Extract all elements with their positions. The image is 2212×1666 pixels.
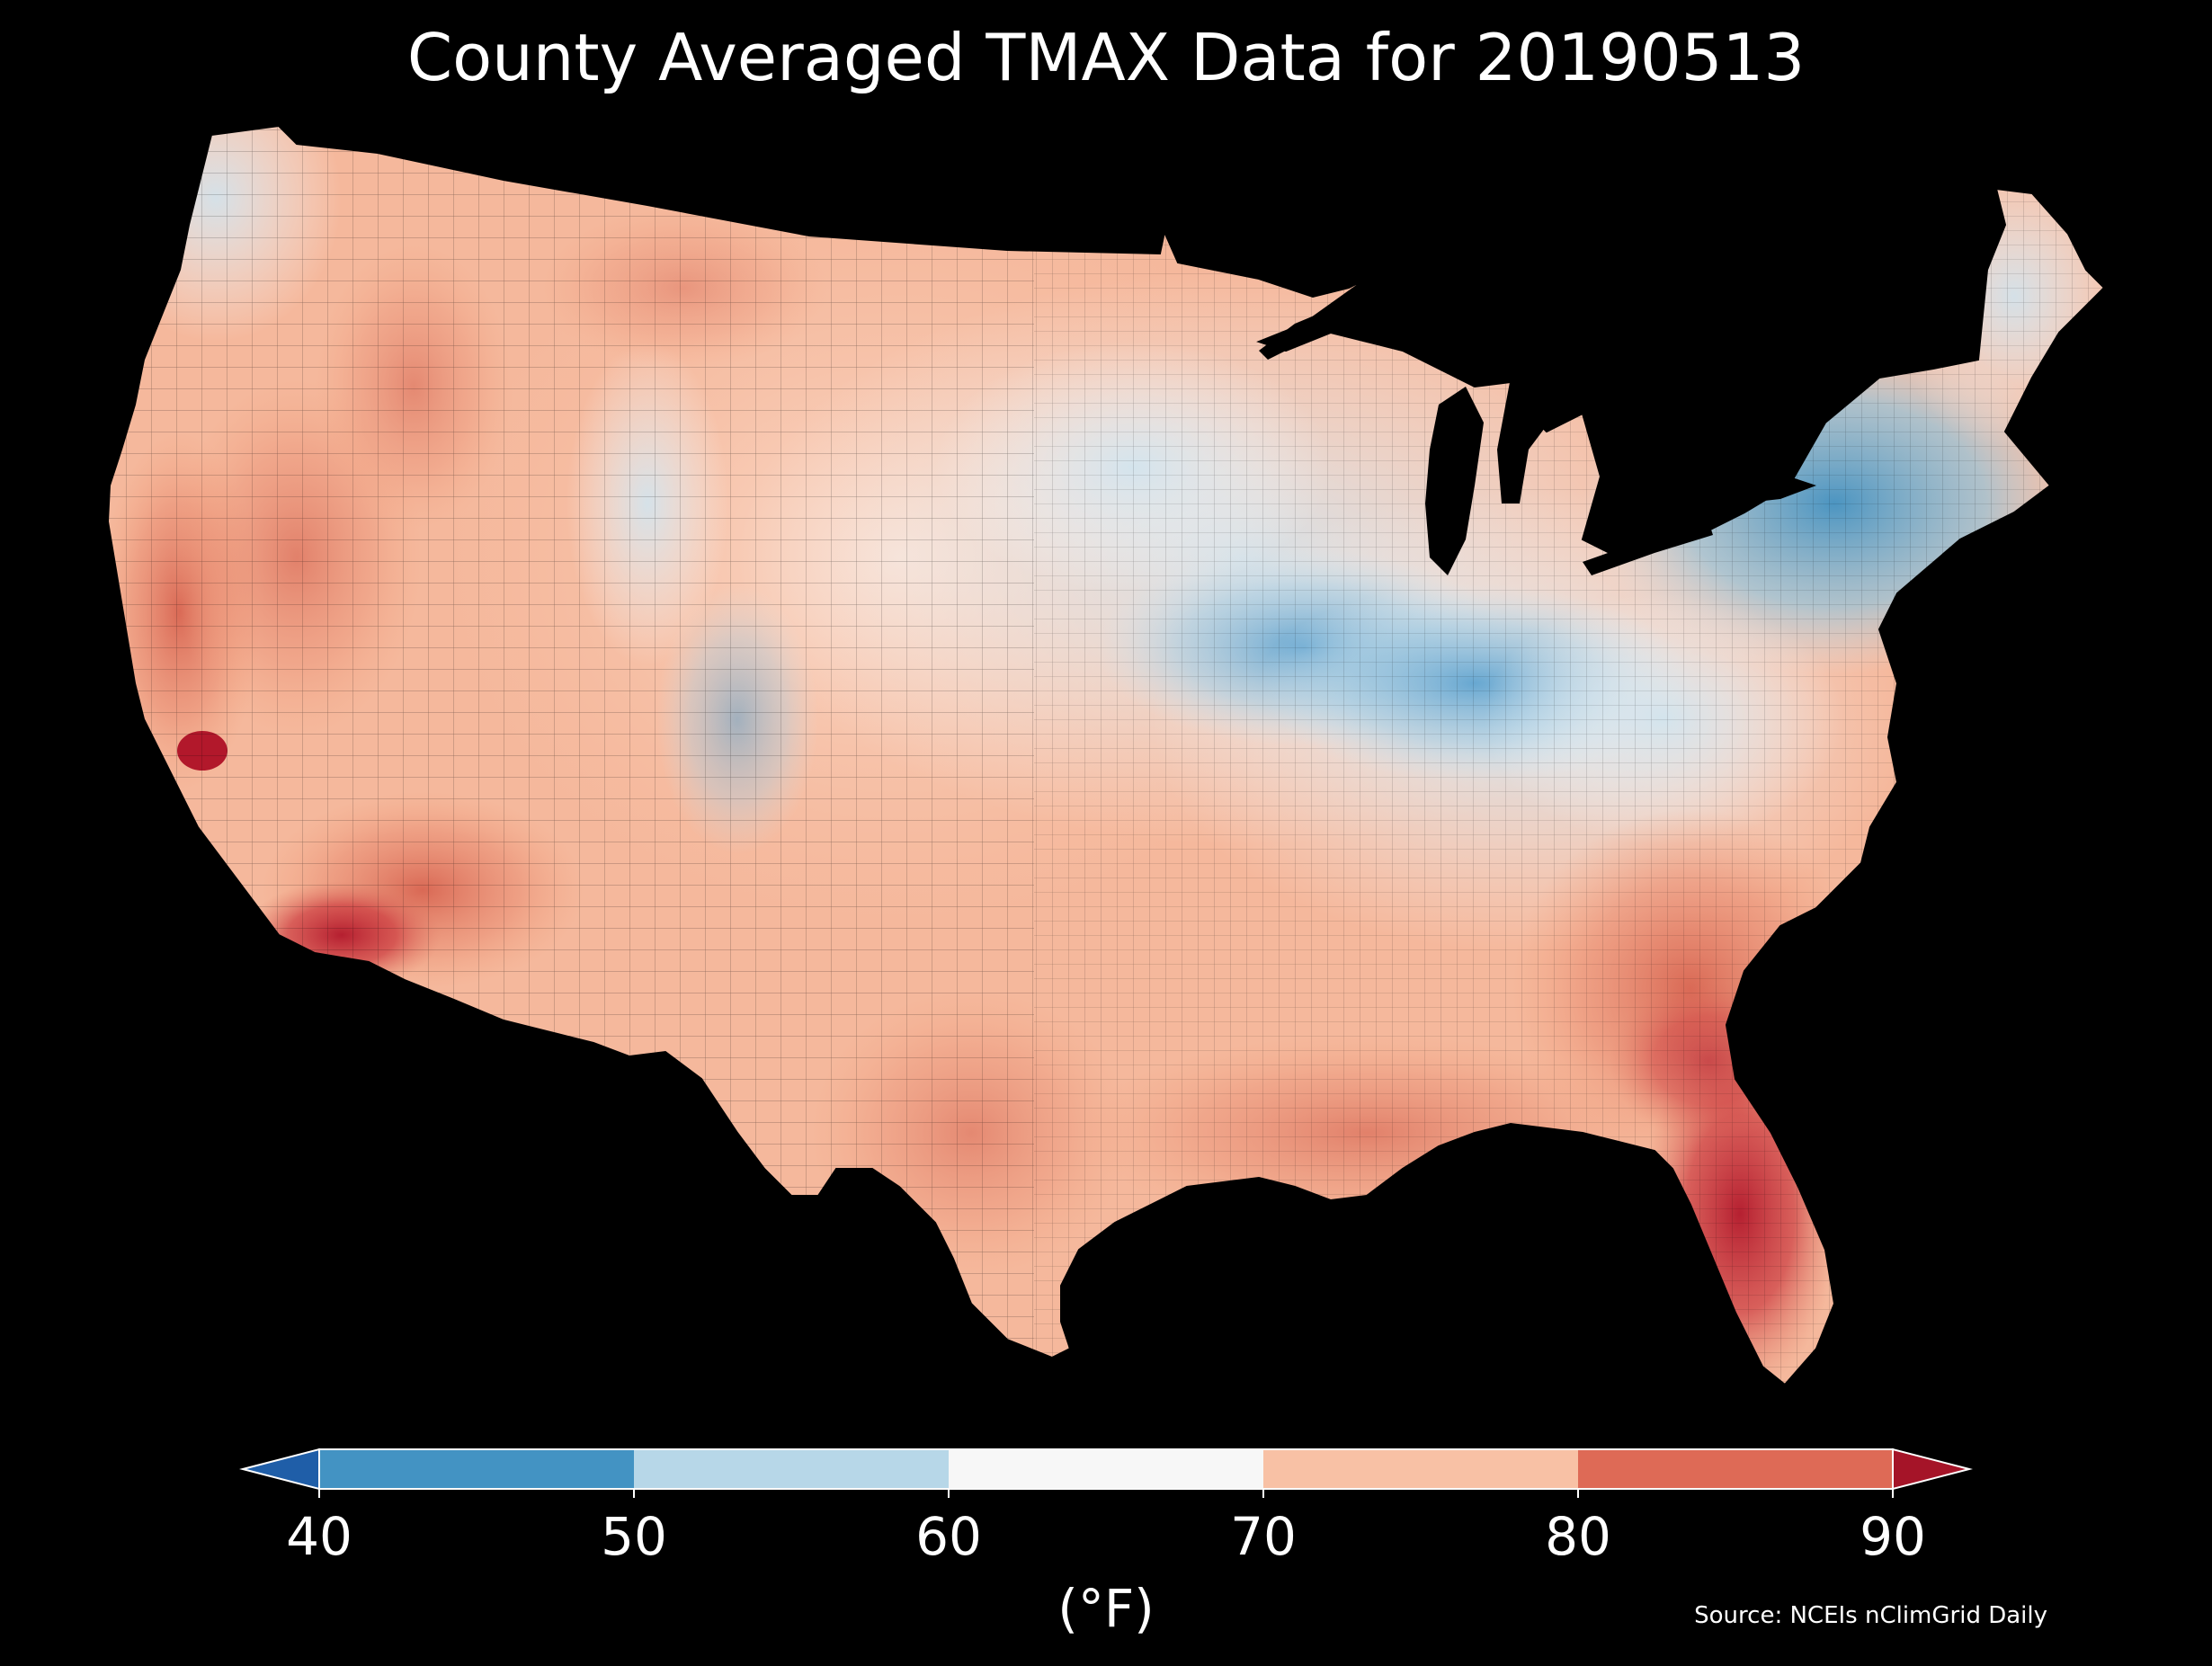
lake-michigan [1425, 387, 1484, 575]
colorbar-bin [1263, 1449, 1578, 1489]
lake-huron [1497, 369, 1556, 503]
colorbar-tick-label: 60 [915, 1506, 982, 1567]
colorbar-tick-label: 70 [1230, 1506, 1297, 1567]
colorbar-tick-label: 50 [601, 1506, 667, 1567]
colorbar-bin [949, 1449, 1263, 1489]
colorbar-ticks [318, 1489, 1894, 1498]
colorbar-bin [634, 1449, 949, 1489]
colorbar-bin [319, 1449, 634, 1489]
colorbar-frame [318, 1448, 1894, 1490]
map-title: County Averaged TMAX Data for 20190513 [406, 20, 1806, 95]
colorbar-unit-label: (°F) [1057, 1578, 1155, 1639]
source-credit: Source: NCEIs nClimGrid Daily [1694, 1602, 2047, 1629]
colorbar-bin [1578, 1449, 1893, 1489]
colorbar-tick-label: 40 [286, 1506, 352, 1567]
colorbar-over-arrow [1892, 1448, 1973, 1491]
colorbar-tick-label: 80 [1545, 1506, 1611, 1567]
lake-ontario [1735, 477, 1816, 503]
colorbar-tick-label: 90 [1860, 1506, 1926, 1567]
colorbar-under-arrow [239, 1448, 320, 1491]
colorbar-bins [319, 1449, 1893, 1489]
lake-superior [1259, 288, 1376, 360]
lake-erie [1583, 521, 1713, 575]
